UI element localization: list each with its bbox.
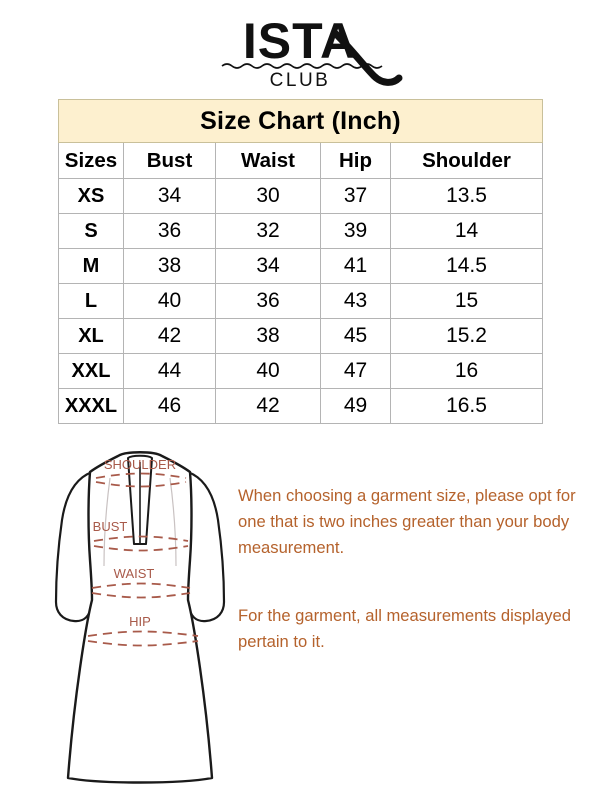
left-sleeve-outline: [54, 470, 94, 623]
page-title: Size Chart (Inch): [57, 99, 544, 143]
right-sleeve-outline: [186, 470, 226, 623]
cell-size: XXL: [58, 353, 124, 389]
cell-shoulder: 15: [389, 283, 544, 319]
bust-label: BUST: [93, 519, 128, 534]
cell-bust: 42: [123, 318, 216, 354]
cell-size: XXXL: [58, 388, 124, 424]
column-header-sizes: Sizes: [58, 142, 124, 179]
column-header-hip: Hip: [320, 142, 391, 179]
cell-shoulder: 13.5: [389, 178, 544, 214]
cell-shoulder: 14: [389, 213, 544, 249]
table-row: M 38 34 41 14.5: [58, 248, 544, 284]
table-title-row: Size Chart (Inch): [57, 99, 544, 143]
cell-waist: 42: [215, 388, 321, 424]
cell-size: XL: [58, 318, 124, 354]
dress-measurement-diagram: SHOULDER BUST WAIST HIP: [40, 448, 240, 796]
hip-measure-line-top: [87, 630, 199, 637]
sizing-note-secondary: For the garment, all measurements displa…: [238, 606, 571, 651]
bust-measure-line-top: [93, 535, 189, 542]
cell-bust: 40: [123, 283, 216, 319]
waist-measure-line-bottom: [91, 592, 191, 599]
cell-shoulder: 14.5: [389, 248, 544, 284]
cell-bust: 46: [123, 388, 216, 424]
shoulder-measure-line-bottom: [95, 481, 187, 488]
sizing-notes: When choosing a garment size, please opt…: [238, 483, 588, 655]
cell-waist: 32: [215, 213, 321, 249]
brand-subtitle-text: CLUB: [270, 70, 331, 90]
dress-body-outline: [66, 451, 214, 784]
cell-waist: 40: [215, 353, 321, 389]
bust-measure-line-bottom: [93, 545, 189, 552]
brand-name-text: ISTA: [243, 13, 357, 69]
cell-size: M: [58, 248, 124, 284]
cell-hip: 49: [320, 388, 391, 424]
cell-bust: 38: [123, 248, 216, 284]
column-header-shoulder: Shoulder: [389, 142, 544, 179]
sizing-note-primary: When choosing a garment size, please opt…: [238, 486, 576, 557]
cell-hip: 45: [320, 318, 391, 354]
logo-svg: ISTA CLUB: [221, 13, 403, 91]
cell-bust: 34: [123, 178, 216, 214]
size-chart-table: Size Chart (Inch) Sizes Bust Waist Hip S…: [57, 99, 544, 424]
hip-label: HIP: [129, 614, 151, 629]
cell-waist: 36: [215, 283, 321, 319]
shoulder-label: SHOULDER: [104, 457, 176, 472]
cell-size: XS: [58, 178, 124, 214]
table-row: S 36 32 39 14: [58, 213, 544, 249]
cell-waist: 30: [215, 178, 321, 214]
dress-svg: SHOULDER BUST WAIST HIP: [54, 451, 226, 784]
brand-logo: ISTA CLUB: [0, 8, 600, 91]
waist-label: WAIST: [114, 566, 155, 581]
right-seam-line: [169, 477, 177, 567]
cell-size: S: [58, 213, 124, 249]
table-row: XL 42 38 45 15.2: [58, 318, 544, 354]
table-header-row: Sizes Bust Waist Hip Shoulder: [58, 142, 544, 179]
cell-waist: 38: [215, 318, 321, 354]
table-row: XXL 44 40 47 16: [58, 353, 544, 389]
hip-measure-line-bottom: [87, 640, 199, 647]
column-header-waist: Waist: [215, 142, 321, 179]
cell-hip: 41: [320, 248, 391, 284]
cell-hip: 47: [320, 353, 391, 389]
cell-waist: 34: [215, 248, 321, 284]
waist-measure-line-top: [91, 582, 191, 589]
cell-hip: 37: [320, 178, 391, 214]
left-seam-line: [103, 477, 111, 567]
cell-hip: 43: [320, 283, 391, 319]
swoosh-icon: [332, 30, 403, 86]
cell-shoulder: 15.2: [389, 318, 544, 354]
table-row: XS 34 30 37 13.5: [58, 178, 544, 214]
cell-shoulder: 16.5: [389, 388, 544, 424]
cell-hip: 39: [320, 213, 391, 249]
cell-bust: 36: [123, 213, 216, 249]
table-row: XXXL 46 42 49 16.5: [58, 388, 544, 424]
wave-line-icon: [221, 63, 383, 69]
column-header-bust: Bust: [123, 142, 216, 179]
cell-size: L: [58, 283, 124, 319]
shoulder-measure-line-top: [95, 472, 187, 479]
cell-bust: 44: [123, 353, 216, 389]
table-row: L 40 36 43 15: [58, 283, 544, 319]
cell-shoulder: 16: [389, 353, 544, 389]
